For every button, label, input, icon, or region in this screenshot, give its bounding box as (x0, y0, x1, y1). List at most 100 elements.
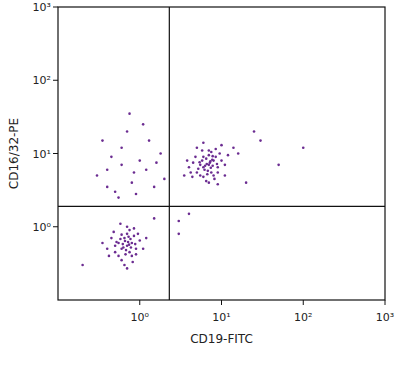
point (203, 168, 206, 171)
point (208, 181, 211, 184)
point (204, 164, 207, 167)
point (101, 139, 104, 142)
point (191, 176, 194, 179)
y-tick (53, 226, 58, 227)
x-tick (303, 300, 304, 305)
point (211, 155, 214, 158)
point (277, 164, 280, 167)
point (128, 251, 131, 254)
x-tick (221, 300, 222, 305)
point (220, 144, 223, 147)
point (302, 146, 305, 149)
point (202, 176, 205, 179)
point (153, 186, 156, 189)
point (224, 174, 227, 177)
point (106, 186, 109, 189)
point (199, 164, 202, 167)
point (110, 237, 113, 240)
point (135, 253, 138, 256)
point (138, 159, 141, 162)
point (134, 243, 137, 246)
point (124, 253, 127, 256)
point (227, 154, 230, 157)
point (133, 171, 136, 174)
y-tick (53, 7, 58, 8)
point (214, 148, 217, 151)
point (210, 151, 213, 154)
point (126, 130, 129, 133)
point (124, 240, 127, 243)
point (114, 191, 117, 194)
point (216, 166, 219, 169)
chart-root: 10⁰10¹10²10³10⁰10¹10²10³CD19-FITCCD16/32… (0, 0, 400, 365)
x-tick (139, 300, 140, 305)
x-tick-label: 10¹ (212, 311, 230, 324)
point (114, 251, 117, 254)
x-tick-label: 10² (294, 311, 312, 324)
point (199, 174, 202, 177)
point (188, 213, 191, 216)
point (142, 123, 145, 126)
point (101, 242, 104, 245)
point (210, 166, 213, 169)
point (202, 156, 205, 159)
point (106, 248, 109, 251)
point (120, 146, 123, 149)
point (216, 183, 219, 186)
point (145, 168, 148, 171)
point (135, 193, 138, 196)
point (194, 156, 197, 159)
y-tick-label: 10⁰ (33, 221, 52, 234)
point (237, 152, 240, 155)
point (81, 264, 84, 267)
point (126, 233, 129, 236)
point (120, 164, 123, 167)
point (259, 139, 262, 142)
point (120, 259, 123, 262)
point (133, 235, 136, 238)
x-tick (385, 300, 386, 305)
point (183, 174, 186, 177)
point (208, 149, 211, 152)
point (232, 146, 235, 149)
point (117, 196, 120, 199)
point (106, 168, 109, 171)
point (108, 255, 111, 258)
point (211, 164, 214, 167)
point (224, 164, 227, 167)
point (159, 152, 162, 155)
point (188, 166, 191, 169)
point (163, 178, 166, 181)
point (209, 160, 212, 163)
y-tick-label: 10¹ (33, 148, 51, 161)
point (212, 174, 215, 177)
point (133, 227, 136, 230)
x-axis-label: CD19-FITC (190, 332, 253, 346)
point (206, 173, 209, 176)
point (201, 159, 204, 162)
point (115, 241, 118, 244)
point (196, 146, 199, 149)
point (125, 249, 128, 252)
point (96, 174, 99, 177)
point (198, 161, 201, 164)
y-tick-label: 10² (33, 74, 51, 87)
point (205, 157, 208, 160)
point (137, 233, 140, 236)
point (142, 248, 145, 251)
point (122, 246, 125, 249)
point (148, 139, 151, 142)
point (207, 170, 210, 173)
point (126, 267, 129, 270)
point (119, 222, 122, 225)
point (205, 180, 208, 183)
point (127, 241, 130, 244)
chart-svg: 10⁰10¹10²10³10⁰10¹10²10³CD19-FITCCD16/32… (0, 0, 400, 365)
point (131, 255, 134, 258)
point (119, 238, 122, 241)
point (126, 225, 129, 228)
point (123, 264, 126, 267)
point (216, 171, 219, 174)
point (177, 220, 180, 223)
y-tick (53, 80, 58, 81)
